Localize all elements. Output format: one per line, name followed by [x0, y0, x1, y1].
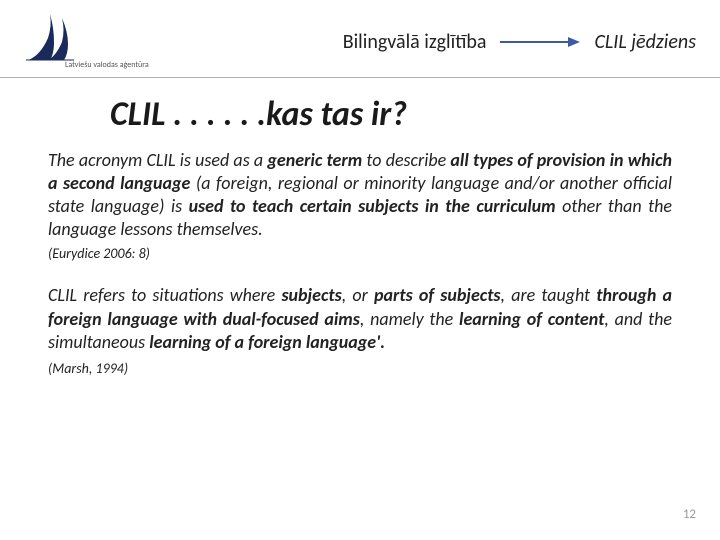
p1-bold3: used to teach certain subjects in the cu… — [189, 195, 556, 217]
p1-bold1: generic term — [267, 149, 362, 171]
paragraph-2: CLIL refers to situations where subjects… — [48, 284, 672, 354]
p2-bold1: subjects — [281, 284, 341, 306]
citation-2: (Marsh, 1994) — [48, 360, 672, 377]
p2-text: CLIL refers to situations where — [48, 284, 281, 306]
p1-text: to describe — [362, 149, 450, 171]
paragraph-1: The acronym CLIL is used as a generic te… — [48, 149, 672, 241]
p1-text: The acronym CLIL is used as a — [48, 149, 267, 171]
arrow-right-icon — [500, 35, 580, 49]
p2-bold4: learning of content — [459, 308, 604, 330]
logo: Latviešu valodas aģentūra — [20, 8, 80, 68]
breadcrumb: Bilingvālā izglītība CLIL jēdziens — [343, 30, 696, 54]
logo-mark-icon — [20, 8, 80, 68]
p2-text: , or — [342, 284, 374, 306]
slide-title: CLIL . . . . . .kas tas ir? — [110, 94, 720, 135]
slide-header: Latviešu valodas aģentūra Bilingvālā izg… — [0, 0, 720, 78]
breadcrumb-right: CLIL jēdziens — [594, 30, 696, 54]
p2-text: , are taught — [501, 284, 597, 306]
p2-bold5: learning of a foreign language'. — [149, 331, 385, 353]
p2-text: , namely the — [360, 308, 459, 330]
logo-caption: Latviešu valodas aģentūra — [65, 60, 149, 70]
breadcrumb-left: Bilingvālā izglītība — [343, 30, 487, 54]
slide-content: The acronym CLIL is used as a generic te… — [0, 149, 720, 377]
citation-1: (Eurydice 2006: 8) — [48, 245, 672, 262]
p2-bold2: parts of subjects — [374, 284, 501, 306]
page-number: 12 — [683, 507, 696, 522]
